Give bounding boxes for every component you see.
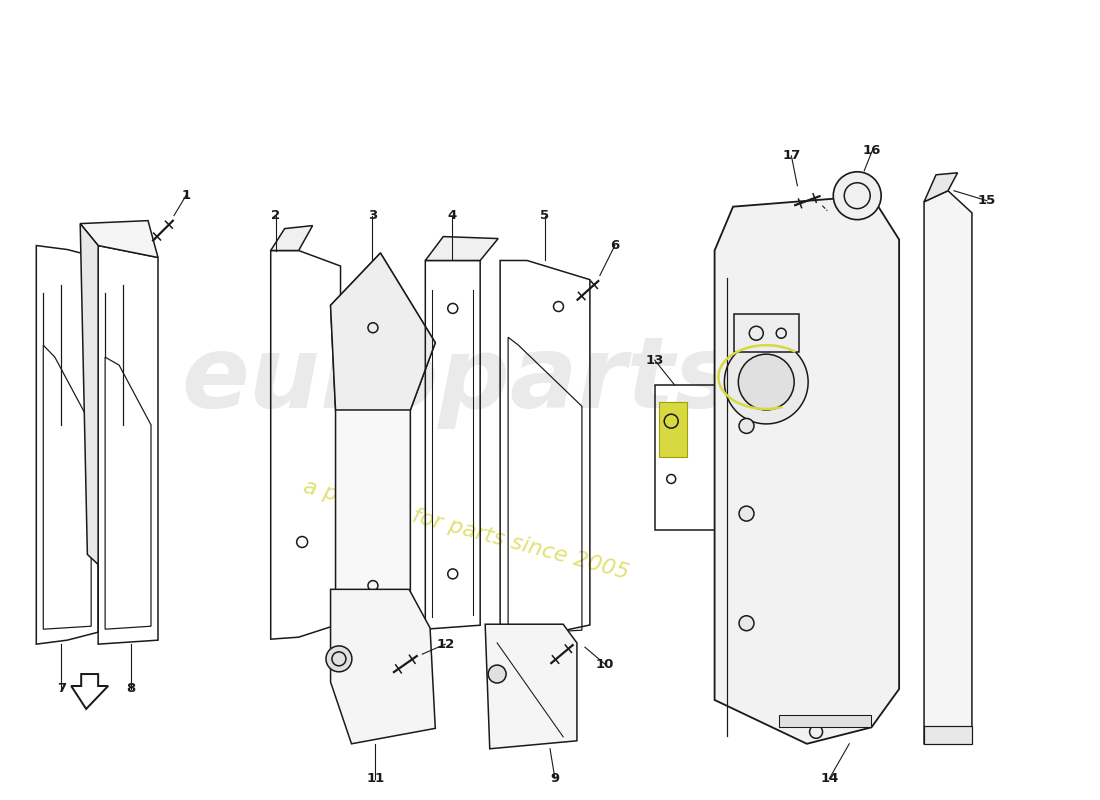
Bar bbox=[735, 314, 800, 352]
Text: 13: 13 bbox=[646, 354, 664, 366]
Circle shape bbox=[834, 172, 881, 220]
Circle shape bbox=[488, 665, 506, 683]
Text: 5: 5 bbox=[540, 209, 550, 222]
Bar bbox=[659, 402, 688, 458]
Text: 11: 11 bbox=[366, 772, 385, 785]
Polygon shape bbox=[331, 253, 436, 410]
Circle shape bbox=[725, 340, 808, 424]
Polygon shape bbox=[271, 226, 312, 250]
Polygon shape bbox=[80, 224, 98, 565]
Text: 1: 1 bbox=[182, 190, 190, 202]
Polygon shape bbox=[924, 190, 972, 744]
Text: 6: 6 bbox=[610, 239, 619, 252]
Text: 10: 10 bbox=[596, 658, 614, 670]
Polygon shape bbox=[80, 221, 158, 258]
Text: a passion for parts since 2005: a passion for parts since 2005 bbox=[300, 476, 630, 582]
Text: 7: 7 bbox=[57, 682, 66, 695]
Text: europarts: europarts bbox=[180, 331, 734, 429]
Text: 14: 14 bbox=[821, 772, 838, 785]
Text: 2: 2 bbox=[271, 209, 281, 222]
Circle shape bbox=[738, 354, 794, 410]
Bar bbox=[654, 385, 729, 530]
Text: 12: 12 bbox=[436, 638, 454, 650]
Polygon shape bbox=[715, 196, 899, 744]
Circle shape bbox=[739, 418, 754, 434]
Text: 17: 17 bbox=[782, 150, 801, 162]
Bar bbox=[779, 715, 871, 727]
Text: 15: 15 bbox=[978, 194, 996, 207]
Polygon shape bbox=[485, 624, 576, 749]
Circle shape bbox=[739, 506, 754, 521]
Text: 9: 9 bbox=[550, 772, 560, 785]
Text: 16: 16 bbox=[864, 144, 881, 158]
Bar bbox=[924, 726, 972, 744]
Polygon shape bbox=[426, 237, 498, 261]
Circle shape bbox=[739, 616, 754, 630]
Polygon shape bbox=[331, 590, 436, 744]
Text: 3: 3 bbox=[367, 209, 377, 222]
Circle shape bbox=[326, 646, 352, 672]
Text: 4: 4 bbox=[448, 209, 456, 222]
Polygon shape bbox=[331, 253, 436, 634]
Polygon shape bbox=[924, 173, 958, 202]
Text: 8: 8 bbox=[126, 682, 135, 695]
